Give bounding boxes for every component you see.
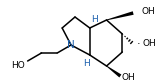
- Text: H: H: [83, 59, 90, 68]
- Text: HO: HO: [11, 60, 25, 69]
- Text: OH: OH: [141, 7, 155, 16]
- Text: ·: ·: [137, 39, 141, 49]
- Polygon shape: [106, 66, 121, 77]
- Text: OH: OH: [121, 72, 135, 81]
- Text: N: N: [67, 40, 75, 50]
- Polygon shape: [107, 11, 134, 20]
- Text: OH: OH: [142, 39, 156, 48]
- Text: H: H: [91, 16, 98, 25]
